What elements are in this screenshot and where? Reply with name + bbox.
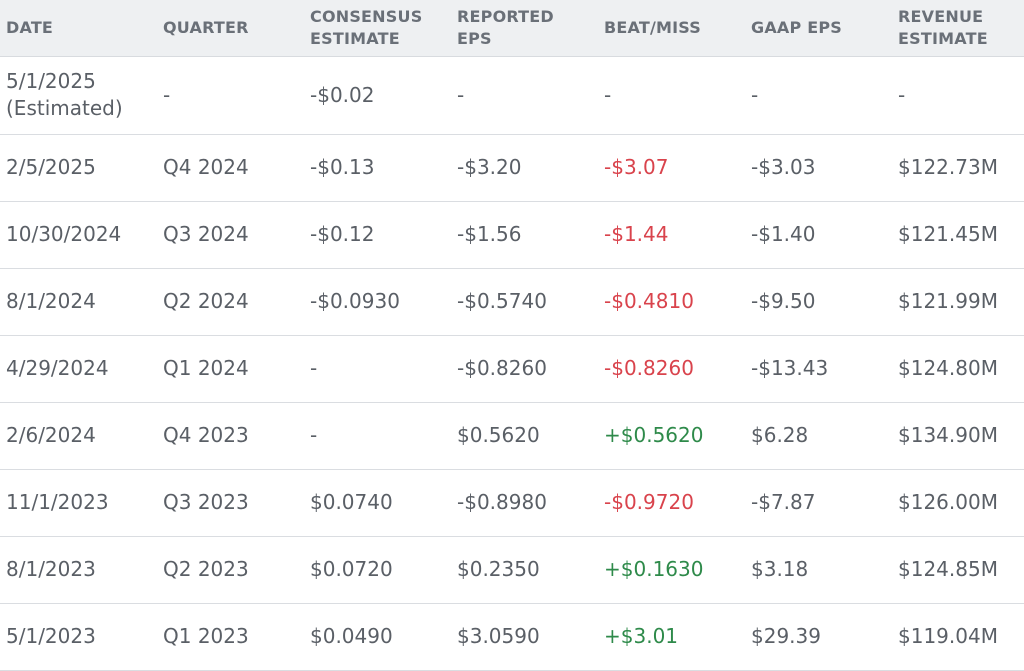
date-estimated-note: (Estimated): [6, 96, 123, 120]
cell-gaap-eps: $29.39: [751, 624, 821, 648]
cell-quarter: Q2 2024: [163, 289, 249, 313]
column-header-label: ESTIMATE: [898, 28, 988, 48]
table-row: 8/1/2024 Q2 2024 -$0.0930 -$0.5740 -$0.4…: [0, 268, 1024, 335]
cell-revenue-estimate: $126.00M: [898, 490, 998, 514]
cell-quarter: Q3 2023: [163, 490, 249, 514]
column-header-beat-miss[interactable]: BEAT/MISS: [598, 0, 745, 57]
cell-beat-miss: -$0.9720: [604, 490, 694, 514]
cell-quarter: Q4 2024: [163, 155, 249, 179]
cell-beat-miss: -$3.07: [604, 155, 669, 179]
cell-beat-miss: +$3.01: [604, 624, 679, 648]
cell-reported-eps: -$0.8260: [457, 356, 547, 380]
cell-consensus-estimate: $0.0720: [310, 557, 393, 581]
column-header-label: REVENUE: [898, 6, 984, 26]
cell-date: 8/1/2023: [6, 557, 96, 581]
table-row: 2/5/2025 Q4 2024 -$0.13 -$3.20 -$3.07 -$…: [0, 134, 1024, 201]
column-header-revenue-estimate[interactable]: REVENUE ESTIMATE: [892, 0, 1024, 57]
cell-beat-miss: -$1.44: [604, 222, 669, 246]
cell-revenue-estimate: $124.85M: [898, 557, 998, 581]
cell-date: 2/5/2025: [6, 155, 96, 179]
table-row: 5/1/2025 (Estimated) - -$0.02 - - - -: [0, 56, 1024, 134]
cell-revenue-estimate: $121.99M: [898, 289, 998, 313]
cell-date: 11/1/2023: [6, 490, 109, 514]
cell-quarter: -: [163, 82, 171, 107]
column-header-label: REPORTED: [457, 6, 554, 26]
cell-gaap-eps: $6.28: [751, 423, 809, 447]
cell-reported-eps: $3.0590: [457, 624, 540, 648]
cell-consensus-estimate: -$0.12: [310, 222, 375, 246]
cell-date: 5/1/2023: [6, 624, 96, 648]
cell-beat-miss: -: [604, 82, 612, 107]
table-row: 5/1/2023 Q1 2023 $0.0490 $3.0590 +$3.01 …: [0, 603, 1024, 670]
cell-revenue-estimate: $119.04M: [898, 624, 998, 648]
column-header-label: EPS: [457, 28, 492, 48]
cell-revenue-estimate: $124.80M: [898, 356, 998, 380]
cell-gaap-eps: -$9.50: [751, 289, 816, 313]
cell-date: 2/6/2024: [6, 423, 96, 447]
cell-revenue-estimate: $122.73M: [898, 155, 998, 179]
cell-consensus-estimate: $0.0490: [310, 624, 393, 648]
cell-quarter: Q3 2024: [163, 222, 249, 246]
cell-reported-eps: -$0.8980: [457, 490, 547, 514]
cell-consensus-estimate: -$0.02: [310, 82, 375, 107]
cell-quarter: Q2 2023: [163, 557, 249, 581]
cell-quarter: Q4 2023: [163, 423, 249, 447]
cell-consensus-estimate: -$0.0930: [310, 289, 400, 313]
cell-reported-eps: $0.2350: [457, 557, 540, 581]
cell-quarter: Q1 2023: [163, 624, 249, 648]
table-header: DATE QUARTER CONSENSUS ESTIMATE REPORTED…: [0, 0, 1024, 57]
cell-reported-eps: -$3.20: [457, 155, 522, 179]
cell-beat-miss: -$0.8260: [604, 356, 694, 380]
cell-gaap-eps: -$7.87: [751, 490, 816, 514]
table-row: 2/6/2024 Q4 2023 - $0.5620 +$0.5620 $6.2…: [0, 402, 1024, 469]
date-value: 5/1/2025: [6, 69, 96, 93]
cell-quarter: Q1 2024: [163, 356, 249, 380]
cell-date: 5/1/2025 (Estimated): [0, 56, 157, 134]
cell-consensus-estimate: -: [310, 356, 318, 380]
cell-date: 4/29/2024: [6, 356, 109, 380]
cell-beat-miss: -$0.4810: [604, 289, 694, 313]
table-row: 4/29/2024 Q1 2024 - -$0.8260 -$0.8260 -$…: [0, 335, 1024, 402]
cell-gaap-eps: -: [751, 82, 759, 107]
header-row: DATE QUARTER CONSENSUS ESTIMATE REPORTED…: [0, 0, 1024, 57]
column-header-consensus-estimate[interactable]: CONSENSUS ESTIMATE: [304, 0, 451, 57]
cell-reported-eps: -$0.5740: [457, 289, 547, 313]
table-row: 8/1/2023 Q2 2023 $0.0720 $0.2350 +$0.163…: [0, 536, 1024, 603]
cell-date: 8/1/2024: [6, 289, 96, 313]
cell-revenue-estimate: -: [898, 82, 906, 107]
cell-gaap-eps: -$1.40: [751, 222, 816, 246]
cell-revenue-estimate: $134.90M: [898, 423, 998, 447]
cell-date: 10/30/2024: [6, 222, 122, 246]
column-header-date[interactable]: DATE: [0, 0, 157, 57]
cell-beat-miss: +$0.5620: [604, 423, 704, 447]
cell-gaap-eps: -$13.43: [751, 356, 829, 380]
cell-consensus-estimate: -$0.13: [310, 155, 375, 179]
cell-gaap-eps: -$3.03: [751, 155, 816, 179]
column-header-label: CONSENSUS: [310, 6, 423, 26]
cell-reported-eps: -$1.56: [457, 222, 522, 246]
column-header-quarter[interactable]: QUARTER: [157, 0, 304, 57]
table-body: 5/1/2025 (Estimated) - -$0.02 - - - - 2/…: [0, 56, 1024, 670]
column-header-gaap-eps[interactable]: GAAP EPS: [745, 0, 892, 57]
cell-reported-eps: -: [457, 82, 465, 107]
column-header-reported-eps[interactable]: REPORTED EPS: [451, 0, 598, 57]
column-header-label: ESTIMATE: [310, 28, 400, 48]
cell-consensus-estimate: $0.0740: [310, 490, 393, 514]
cell-consensus-estimate: -: [310, 423, 318, 447]
cell-gaap-eps: $3.18: [751, 557, 809, 581]
cell-reported-eps: $0.5620: [457, 423, 540, 447]
cell-revenue-estimate: $121.45M: [898, 222, 998, 246]
table-row: 11/1/2023 Q3 2023 $0.0740 -$0.8980 -$0.9…: [0, 469, 1024, 536]
table-row: 10/30/2024 Q3 2024 -$0.12 -$1.56 -$1.44 …: [0, 201, 1024, 268]
cell-beat-miss: +$0.1630: [604, 557, 704, 581]
